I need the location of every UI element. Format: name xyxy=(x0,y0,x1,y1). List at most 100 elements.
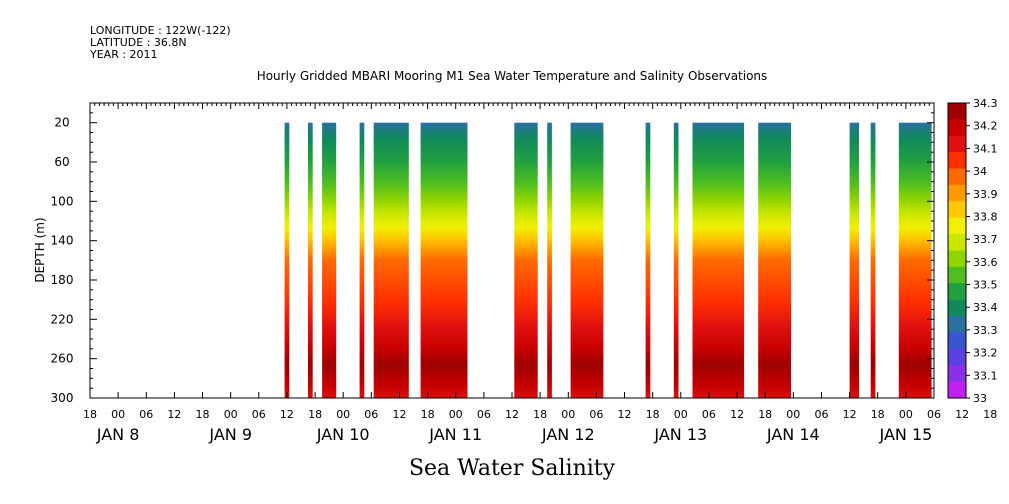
colorbar-label: 33.7 xyxy=(973,233,998,246)
data-column xyxy=(322,122,337,398)
x-tick-label: 06 xyxy=(477,408,491,421)
y-tick-label: 220 xyxy=(51,312,74,326)
x-tick-label: 00 xyxy=(336,408,350,421)
x-tick-label: 18 xyxy=(871,408,885,421)
x-day-label: JAN 8 xyxy=(96,425,140,444)
x-tick-label: 12 xyxy=(955,408,969,421)
colorbar-swatch xyxy=(948,266,966,284)
data-column xyxy=(570,122,604,398)
x-tick-label: 18 xyxy=(646,408,660,421)
x-tick-label: 00 xyxy=(449,408,463,421)
colorbar-swatch xyxy=(948,234,966,251)
data-column xyxy=(849,122,859,398)
x-tick-label: 00 xyxy=(224,408,238,421)
colorbar-swatch xyxy=(948,283,966,300)
colorbar-label: 33.2 xyxy=(973,347,998,360)
colorbar-frame xyxy=(947,102,967,399)
colorbar-swatch xyxy=(948,152,966,169)
data-column xyxy=(373,122,393,398)
x-tick-label: 18 xyxy=(83,408,97,421)
chart-title: Hourly Gridded MBARI Mooring M1 Sea Wate… xyxy=(257,69,768,83)
data-column xyxy=(898,122,932,398)
colorbar-label: 34.1 xyxy=(973,142,998,155)
x-tick-label: 18 xyxy=(758,408,772,421)
y-tick-label: 100 xyxy=(51,194,74,208)
colorbar-swatch xyxy=(948,299,966,317)
year-label: YEAR : 2011 xyxy=(90,48,158,61)
x-tick-label: 12 xyxy=(280,408,294,421)
colorbar-swatch xyxy=(948,119,966,137)
x-day-label: JAN 10 xyxy=(316,425,370,444)
data-column xyxy=(673,122,679,398)
colorbar-label: 33.1 xyxy=(973,369,998,382)
x-tick-label: 00 xyxy=(561,408,575,421)
x-tick-label: 12 xyxy=(505,408,519,421)
latitude-label: LATITUDE : 36.8N xyxy=(90,36,187,49)
x-day-label: JAN 9 xyxy=(208,425,252,444)
x-tick-label: 12 xyxy=(167,408,181,421)
longitude-label: LONGITUDE : 122W(-122) xyxy=(90,24,231,37)
colorbar-swatch xyxy=(948,316,966,333)
colorbar-label: 33 xyxy=(973,392,987,405)
x-tick-label: 18 xyxy=(308,408,322,421)
x-tick-label: 18 xyxy=(983,408,997,421)
colorbar-label: 33.4 xyxy=(973,301,998,314)
x-day-label: JAN 14 xyxy=(766,425,820,444)
plot-frame xyxy=(89,102,935,399)
x-day-label: JAN 12 xyxy=(541,425,595,444)
x-tick-label: 12 xyxy=(843,408,857,421)
data-column xyxy=(420,122,468,398)
data-column xyxy=(645,122,651,398)
x-tick-label: 12 xyxy=(618,408,632,421)
y-tick-label: 140 xyxy=(51,234,74,248)
data-column xyxy=(359,122,365,398)
x-tick-label: 06 xyxy=(252,408,266,421)
colorbar-label: 34.3 xyxy=(973,97,998,110)
x-tick-label: 00 xyxy=(899,408,913,421)
colorbar-label: 33.5 xyxy=(973,279,998,292)
colorbar-swatch xyxy=(948,365,966,382)
x-tick-label: 12 xyxy=(393,408,407,421)
y-tick-label: 260 xyxy=(51,352,74,366)
colorbar-swatch xyxy=(948,250,966,268)
x-tick-label: 00 xyxy=(111,408,125,421)
x-tick-label: 00 xyxy=(786,408,800,421)
data-column xyxy=(758,122,791,398)
data-column xyxy=(547,122,552,398)
colorbar-swatch xyxy=(948,168,966,186)
x-day-label: JAN 13 xyxy=(653,425,707,444)
colorbar-label: 33.8 xyxy=(973,211,998,224)
colorbar: 34.3 34.2 34.1 34 33.9 33.8 33.7 33.6 33.5 33.4 33… xyxy=(947,97,998,405)
x-day-label: JAN 15 xyxy=(879,425,933,444)
colorbar-swatch xyxy=(948,217,966,235)
x-tick-label: 12 xyxy=(730,408,744,421)
y-tick-label: 300 xyxy=(51,391,74,405)
x-tick-label: 18 xyxy=(421,408,435,421)
colorbar-label: 34.2 xyxy=(973,120,998,133)
data-column xyxy=(870,122,876,398)
y-tick-label: 180 xyxy=(51,273,74,287)
chart-subtitle: Sea Water Salinity xyxy=(409,456,616,481)
x-tick-label: 06 xyxy=(364,408,378,421)
colorbar-swatch xyxy=(948,381,966,399)
colorbar-label: 34 xyxy=(973,165,987,178)
x-tick-label: 06 xyxy=(815,408,829,421)
data-column xyxy=(692,122,745,398)
x-tick-label: 18 xyxy=(533,408,547,421)
axes-layer: 18 00 06 12 18 00 06 12 18 00 06 12 18 00 06 12 18 00 06 12… xyxy=(33,102,997,444)
colorbar-swatch xyxy=(948,184,966,202)
colorbar-swatch xyxy=(948,103,966,120)
colorbar-swatch xyxy=(948,348,966,366)
y-tick-label: 20 xyxy=(54,116,69,130)
colorbar-swatch xyxy=(948,332,966,350)
data-column xyxy=(514,122,538,398)
x-tick-label: 06 xyxy=(927,408,941,421)
x-day-label: JAN 11 xyxy=(428,425,482,444)
colorbar-swatch xyxy=(948,135,966,153)
colorbar-label: 33.9 xyxy=(973,188,998,201)
x-tick-label: 06 xyxy=(702,408,716,421)
data-column xyxy=(284,122,290,398)
data-column xyxy=(308,122,313,398)
x-tick-label: 06 xyxy=(589,408,603,421)
